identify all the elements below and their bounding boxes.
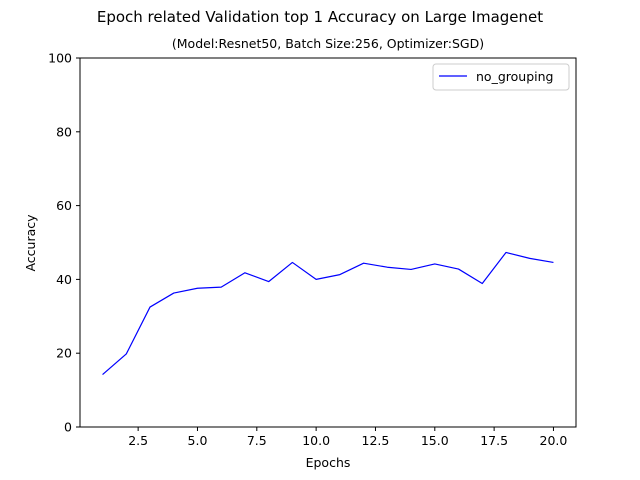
y-tick-label: 100 — [48, 51, 72, 66]
x-tick-label: 20.0 — [540, 433, 568, 448]
x-tick-label: 7.5 — [247, 433, 267, 448]
y-axis: 0 20 40 60 80 100 — [48, 51, 80, 435]
legend: no_grouping — [432, 63, 570, 91]
x-axis-label: Epochs — [306, 455, 351, 470]
chart-title: Epoch related Validation top 1 Accuracy … — [97, 8, 543, 26]
chart-subtitle: (Model:Resnet50, Batch Size:256, Optimiz… — [172, 36, 484, 51]
plot-area — [79, 57, 577, 428]
y-tick-label: 40 — [56, 272, 72, 287]
y-axis-label: Accuracy — [23, 214, 38, 272]
x-tick-label: 15.0 — [421, 433, 449, 448]
x-tick-label: 2.5 — [128, 433, 148, 448]
y-tick-label: 80 — [56, 124, 72, 139]
plot-border — [79, 57, 577, 428]
x-tick-label: 12.5 — [362, 433, 390, 448]
y-tick-label: 0 — [64, 420, 72, 435]
series-layer — [102, 251, 554, 376]
x-tick-label: 10.0 — [302, 433, 330, 448]
x-tick-label: 17.5 — [480, 433, 508, 448]
y-tick-label: 20 — [56, 346, 72, 361]
legend-entry-label: no_grouping — [476, 69, 553, 84]
series-line-no_grouping — [102, 251, 554, 376]
x-tick-label: 5.0 — [188, 433, 208, 448]
legend-box — [432, 63, 570, 91]
x-axis: 2.5 5.0 7.5 10.0 12.5 15.0 17.5 20.0 — [128, 427, 567, 448]
y-tick-label: 60 — [56, 198, 72, 213]
